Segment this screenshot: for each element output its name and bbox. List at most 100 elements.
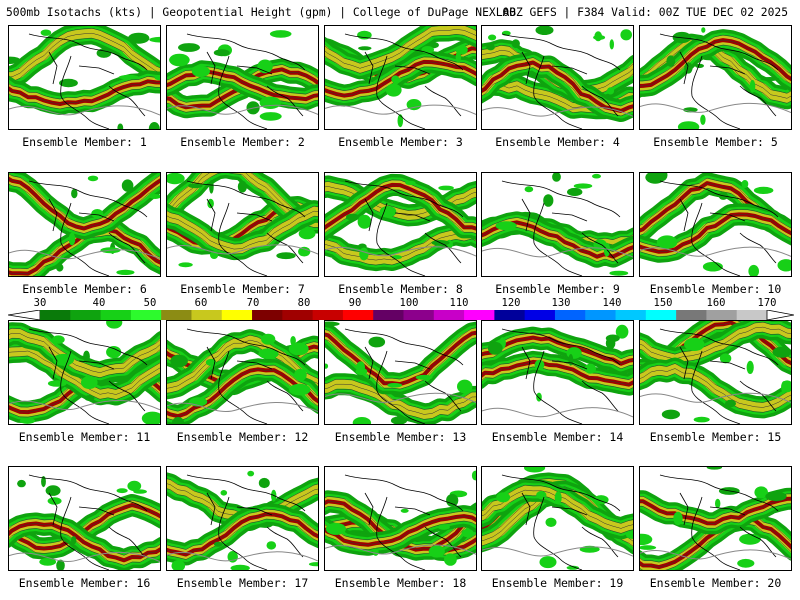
ensemble-map-panel <box>481 25 634 130</box>
ensemble-member-caption: Ensemble Member: 8 <box>338 282 463 296</box>
ensemble-member-caption: Ensemble Member: 14 <box>491 430 624 444</box>
ensemble-member-caption: Ensemble Member: 1 <box>22 135 147 149</box>
ensemble-map-panel <box>324 25 477 130</box>
colorbar-tick-label: 170 <box>757 297 777 309</box>
isotach-colorbar: 30 40 50 60 70 80 90 100 110 120 130 140 150 160 170 <box>8 297 794 321</box>
isotach-map <box>9 26 160 129</box>
ensemble-member-caption: Ensemble Member: 6 <box>22 282 147 296</box>
colorbar-swatch <box>464 310 495 320</box>
colorbar-swatch <box>554 310 586 320</box>
colorbar-swatch <box>645 310 677 320</box>
colorbar-swatch <box>70 310 102 320</box>
ensemble-map-panel <box>166 172 319 277</box>
colorbar-tick-label: 30 <box>33 297 47 309</box>
colorbar-tick-label: 140 <box>602 297 622 309</box>
colorbar-min-arrow <box>8 310 41 320</box>
ensemble-member-caption: Ensemble Member: 15 <box>649 430 782 444</box>
ensemble-map-panel <box>324 172 477 277</box>
isotach-map <box>482 467 633 570</box>
isotach-map <box>167 30 318 129</box>
ensemble-map-panel <box>8 172 161 277</box>
colorbar-swatch <box>221 310 253 320</box>
ensemble-map-panel <box>8 320 161 425</box>
isotach-map <box>325 470 476 570</box>
ensemble-map-panel <box>166 320 319 425</box>
colorbar-swatch <box>494 310 526 320</box>
isotach-map <box>482 173 633 276</box>
colorbar-tick-label: 100 <box>399 297 419 309</box>
isotach-map <box>640 173 791 276</box>
colorbar-tick-label: 60 <box>194 297 208 309</box>
colorbar-swatch <box>615 310 647 320</box>
map-title: 500mb Isotachs (kts) | Geopotential Heig… <box>6 6 517 19</box>
colorbar-swatch <box>342 310 374 320</box>
isotach-map <box>640 27 791 129</box>
colorbar-swatch <box>706 310 738 320</box>
colorbar-swatch <box>403 310 435 320</box>
isotach-map <box>325 173 476 276</box>
colorbar-tick-label: 150 <box>653 297 673 309</box>
ensemble-member-caption: Ensemble Member: 4 <box>495 135 620 149</box>
colorbar-swatch <box>585 310 617 320</box>
ensemble-member-caption: Ensemble Member: 16 <box>18 576 151 590</box>
ensemble-member-caption: Ensemble Member: 11 <box>18 430 151 444</box>
ensemble-map-panel <box>324 466 477 571</box>
ensemble-map-panel <box>481 172 634 277</box>
isotach-map <box>640 467 791 570</box>
isotach-map <box>325 26 476 129</box>
ensemble-map-panel <box>166 25 319 130</box>
ensemble-map-panel <box>481 466 634 571</box>
ensemble-member-caption: Ensemble Member: 17 <box>176 576 309 590</box>
isotach-map <box>325 321 476 424</box>
colorbar-max-arrow <box>766 310 794 320</box>
colorbar-tick-label: 110 <box>449 297 469 309</box>
isotach-map <box>9 474 160 570</box>
ensemble-member-caption: Ensemble Member: 5 <box>653 135 778 149</box>
ensemble-member-caption: Ensemble Member: 7 <box>180 282 305 296</box>
isotach-map <box>482 26 633 129</box>
colorbar-swatch <box>161 310 192 320</box>
ensemble-member-caption: Ensemble Member: 2 <box>180 135 305 149</box>
colorbar-strip <box>8 310 794 320</box>
ensemble-member-caption: Ensemble Member: 9 <box>495 282 620 296</box>
ensemble-member-caption: Ensemble Member: 3 <box>338 135 463 149</box>
ensemble-map-panel <box>166 466 319 571</box>
isotach-map <box>482 324 633 424</box>
colorbar-swatch <box>191 310 223 320</box>
ensemble-map-panel <box>639 25 792 130</box>
ensemble-member-caption: Ensemble Member: 20 <box>649 576 782 590</box>
colorbar-tick-label: 50 <box>143 297 157 309</box>
ensemble-member-caption: Ensemble Member: 13 <box>334 430 467 444</box>
colorbar-tick-label: 70 <box>246 297 260 309</box>
ensemble-member-caption: Ensemble Member: 19 <box>491 576 624 590</box>
colorbar-swatch <box>130 310 162 320</box>
colorbar-swatch <box>373 310 404 320</box>
isotach-map <box>640 321 791 424</box>
colorbar-swatch <box>736 310 768 320</box>
colorbar-tick-label: 120 <box>501 297 521 309</box>
ensemble-member-caption: Ensemble Member: 12 <box>176 430 309 444</box>
ensemble-map-panel <box>481 320 634 425</box>
colorbar-swatch <box>433 310 465 320</box>
ensemble-member-caption: Ensemble Member: 10 <box>649 282 782 296</box>
colorbar-swatch <box>40 310 71 320</box>
colorbar-tick-label: 130 <box>551 297 571 309</box>
colorbar-swatch <box>100 310 132 320</box>
colorbar-tick-label: 160 <box>706 297 726 309</box>
isotach-map <box>167 328 318 424</box>
ensemble-member-caption: Ensemble Member: 18 <box>334 576 467 590</box>
ensemble-map-panel <box>8 25 161 130</box>
isotach-map <box>167 173 318 276</box>
isotach-map <box>9 321 160 424</box>
colorbar-swatch <box>312 310 344 320</box>
colorbar-swatch <box>282 310 314 320</box>
ensemble-map-panel <box>639 466 792 571</box>
map-title-bar: 500mb Isotachs (kts) | Geopotential Heig… <box>6 6 796 20</box>
ensemble-map-panel <box>639 172 792 277</box>
colorbar-swatch <box>524 310 556 320</box>
ensemble-map-panel <box>639 320 792 425</box>
isotach-map <box>167 470 318 570</box>
colorbar-tick-label: 80 <box>297 297 311 309</box>
isotach-map <box>9 173 160 276</box>
ensemble-map-panel <box>324 320 477 425</box>
